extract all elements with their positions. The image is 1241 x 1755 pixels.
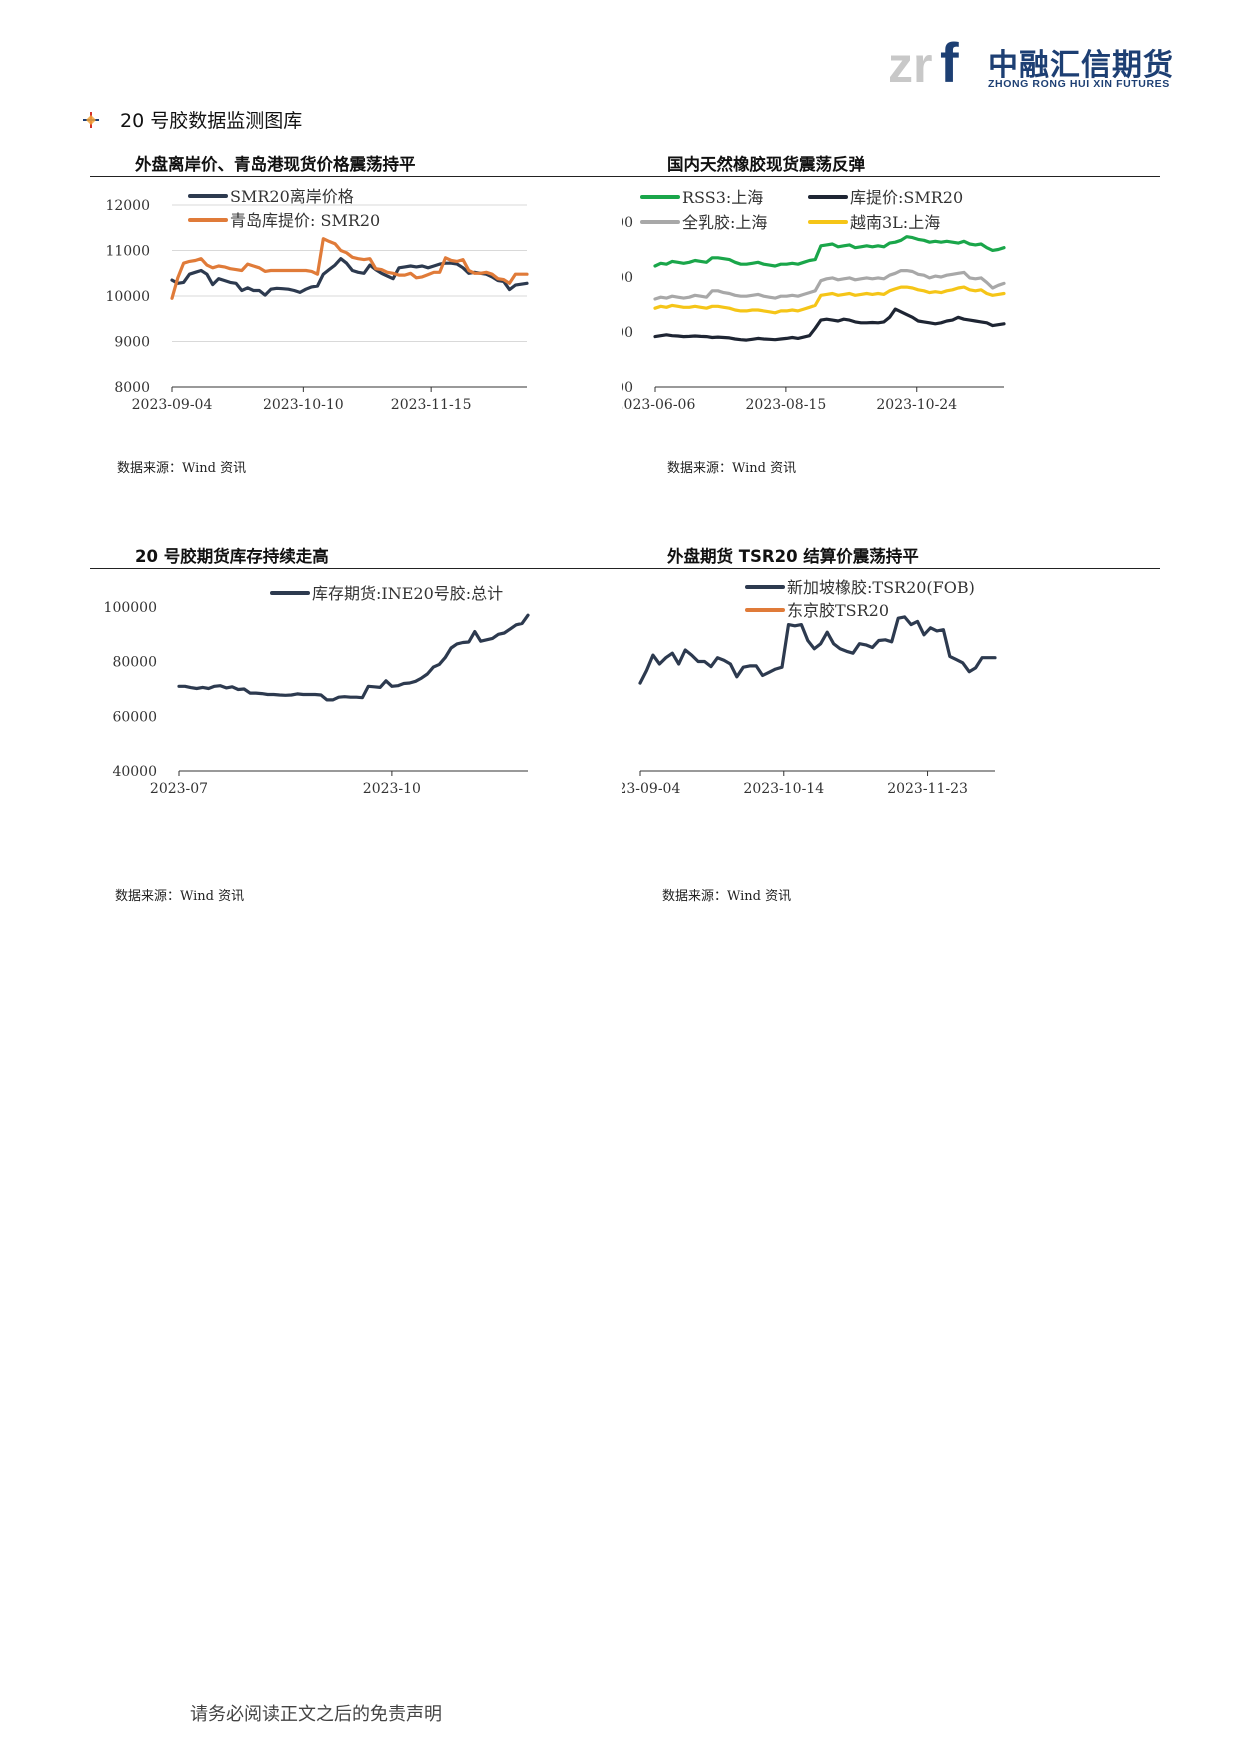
y-tick-label: 10000 — [105, 289, 150, 305]
y-tick-label: 80000 — [112, 655, 157, 671]
x-tick-label: 2023-11-23 — [887, 781, 968, 797]
x-tick-label: 2023-10-24 — [876, 397, 957, 413]
y-tick-label: 10,000 — [622, 325, 633, 341]
x-tick-label: 2023-10-14 — [743, 781, 824, 797]
data-source: 数据来源：Wind 资讯 — [117, 461, 247, 476]
series-line — [177, 613, 530, 702]
panel-title: 20 号胶期货库存持续走高 — [90, 543, 622, 569]
legend-label: 东京胶TSR20 — [787, 601, 889, 620]
panel-domestic-spot: 国内天然橡胶现货震荡反弹 16,00013,00010,0007,0002023… — [622, 151, 1160, 481]
x-tick-label: 2023-09-04 — [132, 397, 213, 413]
panel-title: 外盘期货 TSR20 结算价震荡持平 — [622, 543, 1160, 569]
series-line — [170, 257, 529, 297]
chart-tsr20-settlement: 1150010500950085002023-09-042023-10-1420… — [622, 578, 997, 797]
legend-label: 全乳胶:上海 — [682, 213, 767, 232]
data-source: 数据来源：Wind 资讯 — [667, 461, 797, 476]
series-line — [653, 285, 1006, 315]
legend-label: SMR20离岸价格 — [230, 187, 354, 206]
series-line — [170, 237, 529, 300]
section-title: 20 号胶数据监测图库 — [82, 106, 302, 133]
data-source: 数据来源：Wind 资讯 — [662, 889, 792, 904]
x-tick-label: 2023-08-15 — [746, 397, 827, 413]
legend-label: 越南3L:上海 — [850, 213, 940, 232]
panel-tsr20-settlement: 外盘期货 TSR20 结算价震荡持平 115001050095008500202… — [622, 543, 1160, 904]
y-tick-label: 100000 — [104, 600, 157, 616]
y-tick-label: 16,000 — [622, 215, 633, 231]
series-line — [638, 615, 997, 685]
svg-text:f: f — [940, 31, 959, 92]
zrf-logo-icon: zr f — [888, 31, 959, 94]
series-line — [653, 235, 1006, 268]
company-logo: zr f 中融汇信期货 ZHONG RONG HUI XIN FUTURES — [888, 30, 1173, 94]
x-tick-label: 2023-11-15 — [391, 397, 472, 413]
legend-label: 库提价:SMR20 — [850, 188, 963, 207]
data-source: 数据来源：Wind 资讯 — [115, 889, 245, 904]
logo-chinese-name: 中融汇信期货 — [988, 48, 1174, 83]
legend-label: 库存期货:INE20号胶:总计 — [312, 584, 503, 603]
y-tick-label: 13,000 — [622, 270, 633, 286]
x-tick-label: 2023-09-04 — [622, 781, 680, 797]
y-tick-label: 9000 — [114, 335, 150, 351]
y-tick-label: 8000 — [114, 380, 150, 396]
y-tick-label: 60000 — [112, 709, 157, 725]
bullet-icon — [83, 111, 99, 128]
x-tick-label: 2023-06-06 — [622, 397, 695, 413]
disclaimer-footer: 请务必阅读正文之后的免责声明 — [190, 1704, 442, 1725]
section-title-text: 20 号胶数据监测图库 — [120, 110, 303, 132]
panel-title: 外盘离岸价、青岛港现货价格震荡持平 — [90, 151, 622, 177]
y-tick-label: 7,000 — [622, 380, 633, 396]
panel-title: 国内天然橡胶现货震荡反弹 — [622, 151, 1160, 177]
series-line — [653, 307, 1006, 342]
series-line — [653, 268, 1006, 301]
panel-offshore-price: 外盘离岸价、青岛港现货价格震荡持平 12000 11000 10000 9000 800… — [90, 151, 622, 481]
legend-label: RSS3:上海 — [682, 188, 763, 207]
y-tick-label: 12000 — [105, 198, 150, 214]
legend-label: 新加坡橡胶:TSR20(FOB) — [787, 578, 975, 597]
logo-english-name: ZHONG RONG HUI XIN FUTURES — [988, 78, 1170, 90]
legend-label: 青岛库提价: SMR20 — [230, 211, 380, 230]
y-tick-label: 11000 — [105, 244, 150, 260]
panel-futures-inventory: 20 号胶期货库存持续走高 100000 80000 60000 40000 2023-… — [90, 543, 622, 904]
x-tick-label: 2023-10 — [363, 781, 421, 797]
svg-text:zr: zr — [888, 37, 932, 92]
x-tick-label: 2023-10-10 — [263, 397, 344, 413]
y-tick-label: 40000 — [112, 764, 157, 780]
x-tick-label: 2023-07 — [150, 781, 208, 797]
